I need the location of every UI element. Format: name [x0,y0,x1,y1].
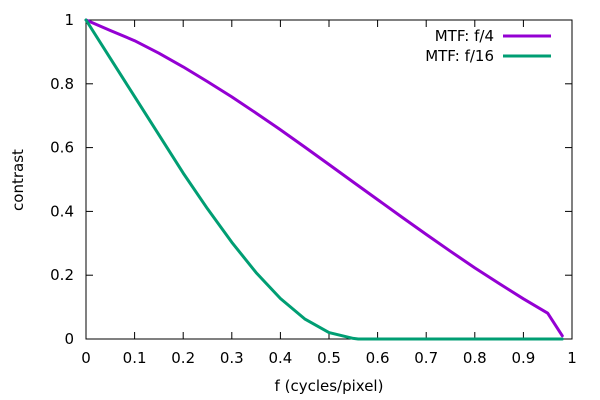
x-tick-label: 0.5 [317,349,341,367]
x-tick-label: 0.8 [463,349,487,367]
y-tick-label: 0 [64,330,74,348]
x-tick-label: 0.6 [366,349,390,367]
x-tick-label: 0.2 [171,349,195,367]
series-line-1 [84,18,564,338]
series-line-2 [84,18,564,341]
legend-label-2: MTF: f/16 [425,47,494,65]
legend: MTF: f/4 MTF: f/16 [425,27,551,65]
y-tick-label: 1 [64,11,74,29]
series-lines [84,18,564,341]
x-tick-label: 0.1 [123,349,147,367]
x-tick-label: 0.3 [220,349,244,367]
y-axis-title: contrast [9,149,27,211]
x-axis-title: f (cycles/pixel) [275,377,384,395]
x-tick-label: 0.4 [268,349,292,367]
x-tick-label: 0.7 [414,349,438,367]
y-tick-label: 0.8 [50,75,74,93]
plot-frame [85,19,573,340]
x-tick-label: 1 [567,349,577,367]
legend-label-1: MTF: f/4 [435,27,494,45]
ticks: 0 0.1 0.2 0.3 0.4 0.5 0.6 0.7 0.8 0.9 1 0 0.2 0.4 0.6 0… [50,11,577,367]
y-tick-label: 0.2 [50,266,74,284]
y-tick-label: 0.4 [50,202,74,220]
x-tick-label: 0.9 [511,349,535,367]
y-tick-label: 0.6 [50,139,74,157]
x-tick-label: 0 [81,349,91,367]
